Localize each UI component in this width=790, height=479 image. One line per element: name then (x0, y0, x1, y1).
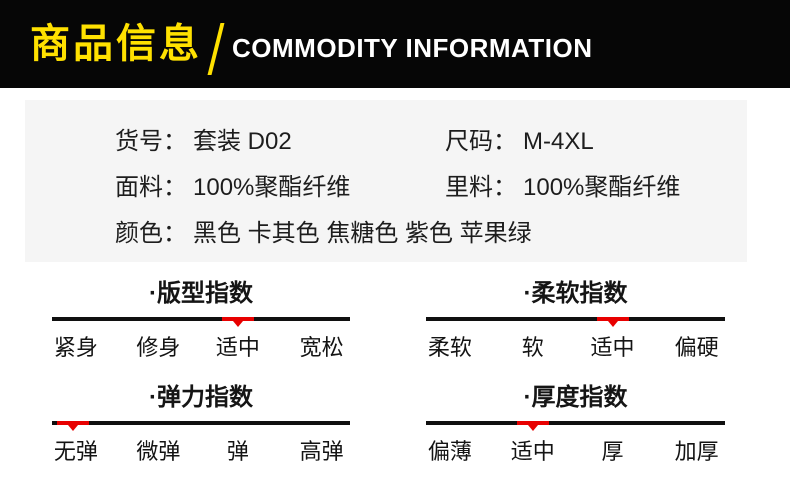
marker-arrow-icon (232, 321, 243, 327)
scale-marker (221, 317, 254, 327)
field-lining: 里料： 100%聚酯纤维 (445, 175, 680, 201)
scale-softness: ·柔软指数 柔软 软 适中 偏硬 (426, 280, 725, 360)
field-label: 货号： (115, 128, 187, 155)
field-value: M-4XL (523, 128, 594, 155)
rating-scales-grid: ·版型指数 紧身 修身 适中 宽松 ·柔软指数 柔软 软 适中 偏硬 (52, 280, 790, 464)
field-label: 尺码： (445, 128, 517, 155)
marker-arrow-icon (607, 321, 618, 327)
marker-segment (517, 421, 550, 425)
scale-title: ·弹力指数 (149, 384, 253, 411)
scale-title: ·柔软指数 (523, 280, 628, 307)
field-item-number: 货号： 套装 D02 (115, 129, 445, 155)
scale-marker (56, 421, 89, 431)
field-value: 套装 D02 (193, 128, 292, 155)
scale-label: 适中 (590, 335, 635, 360)
field-size: 尺码： M-4XL (445, 129, 594, 155)
info-row: 颜色： 黑色 卡其色 焦糖色 紫色 苹果绿 (115, 221, 747, 247)
field-value: 黑色 卡其色 焦糖色 紫色 苹果绿 (193, 220, 532, 247)
scale-labels: 柔软 软 适中 偏硬 (426, 330, 725, 360)
field-color: 颜色： 黑色 卡其色 焦糖色 紫色 苹果绿 (115, 221, 532, 247)
scale-fit: ·版型指数 紧身 修身 适中 宽松 (52, 280, 350, 360)
info-row: 货号： 套装 D02 尺码： M-4XL (115, 129, 747, 155)
slash-divider-icon (207, 23, 225, 75)
scale-marker (596, 317, 629, 327)
scale-label: 微弹 (136, 439, 181, 464)
scale-label: 偏硬 (674, 335, 719, 360)
scale-label: 适中 (215, 335, 260, 360)
field-value: 100%聚酯纤维 (523, 174, 681, 201)
scale-labels: 紧身 修身 适中 宽松 (52, 330, 350, 360)
scale-label: 弹 (226, 439, 249, 464)
scale-label: 加厚 (674, 439, 719, 464)
scale-title: ·厚度指数 (523, 384, 628, 411)
scale-title: ·版型指数 (149, 280, 253, 307)
product-info-panel: 货号： 套装 D02 尺码： M-4XL 面料： 100%聚酯纤维 里料： 10… (25, 100, 747, 262)
scale-label: 软 (521, 335, 544, 360)
scale-label: 柔软 (427, 335, 472, 360)
marker-segment (56, 421, 89, 425)
title-english: COMMODITY INFORMATION (232, 33, 593, 63)
header-banner: 商品信息 COMMODITY INFORMATION (0, 0, 790, 88)
scale-thickness: ·厚度指数 偏薄 适中 厚 加厚 (426, 384, 725, 464)
scale-label: 适中 (510, 439, 555, 464)
field-value: 100%聚酯纤维 (193, 174, 351, 201)
field-label: 面料： (115, 174, 187, 201)
field-label: 里料： (445, 174, 517, 201)
scale-labels: 无弹 微弹 弹 高弹 (52, 434, 350, 464)
scale-label: 偏薄 (427, 439, 472, 464)
scale-label: 紧身 (53, 335, 98, 360)
marker-arrow-icon (67, 425, 78, 431)
scale-marker (517, 421, 550, 431)
scale-track (426, 421, 725, 431)
scale-labels: 偏薄 适中 厚 加厚 (426, 434, 725, 464)
scale-track (426, 317, 725, 327)
scale-label: 厚 (601, 439, 624, 464)
scale-label: 宽松 (299, 335, 344, 360)
marker-arrow-icon (528, 425, 539, 431)
scale-label: 修身 (136, 335, 181, 360)
scale-elasticity: ·弹力指数 无弹 微弹 弹 高弹 (52, 384, 350, 464)
title-chinese: 商品信息 (30, 22, 202, 66)
scale-label: 高弹 (299, 439, 344, 464)
field-label: 颜色： (115, 220, 187, 247)
marker-segment (596, 317, 629, 321)
scale-label: 无弹 (53, 439, 98, 464)
scale-track (52, 317, 350, 327)
field-fabric: 面料： 100%聚酯纤维 (115, 175, 445, 201)
marker-segment (221, 317, 254, 321)
scale-track (52, 421, 350, 431)
info-row: 面料： 100%聚酯纤维 里料： 100%聚酯纤维 (115, 175, 747, 201)
